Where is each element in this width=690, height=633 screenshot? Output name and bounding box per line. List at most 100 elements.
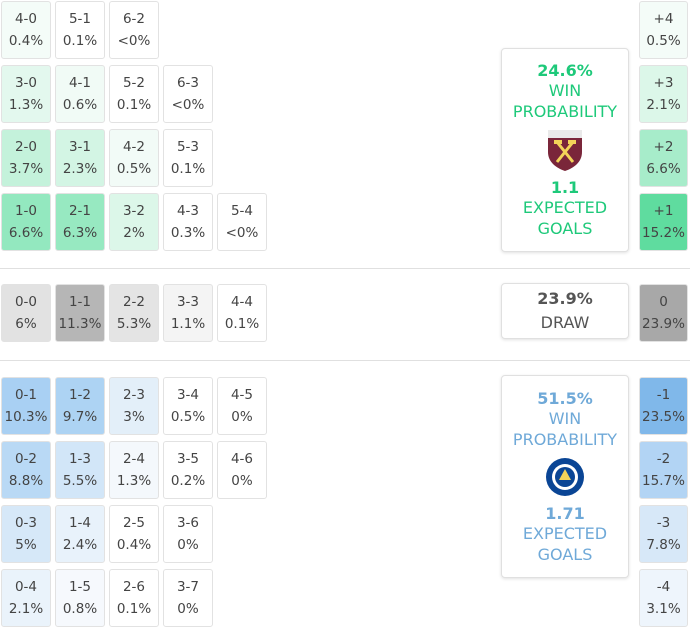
score: 0-0 — [14, 294, 38, 310]
probability: 5.5% — [62, 473, 98, 489]
probability: 2.3% — [62, 161, 98, 177]
score-cell: 2-4 1.3% — [109, 441, 159, 499]
score: 1-3 — [68, 451, 92, 467]
home-xg: 1.1 — [550, 178, 580, 197]
score: 3-7 — [176, 579, 200, 595]
probability: 6.6% — [8, 225, 44, 241]
score-cell: 5-1 0.1% — [55, 1, 105, 59]
probability: 23.9% — [642, 316, 685, 332]
probability: 0.1% — [116, 601, 152, 617]
probability: 0% — [231, 473, 253, 489]
score-cell: 6-2 <0% — [109, 1, 159, 59]
probability: 0.4% — [8, 33, 44, 49]
probability: 0.4% — [116, 537, 152, 553]
goal-diff-cell: -2 15.7% — [639, 441, 688, 499]
score: -2 — [656, 451, 671, 467]
home-crest — [548, 130, 582, 171]
goal-diff-cell: +2 6.6% — [639, 129, 688, 187]
away-panel: 51.5% WIN PROBABILITY 1.71 EXPECTED GOAL… — [501, 375, 629, 578]
score: 2-3 — [122, 387, 146, 403]
score: 1-5 — [68, 579, 92, 595]
draw-prob: 23.9% — [537, 289, 593, 308]
score-cell: 5-3 0.1% — [163, 129, 213, 187]
score: 5-3 — [176, 139, 200, 155]
score: 3-3 — [176, 294, 200, 310]
score: 0-4 — [14, 579, 38, 595]
probability: 9.7% — [62, 409, 98, 425]
score: 4-3 — [176, 203, 200, 219]
score: 4-1 — [68, 75, 92, 91]
home-win-label: WIN PROBABILITY — [512, 81, 618, 121]
probability: 0.8% — [62, 601, 98, 617]
goal-diff-cell: -3 7.8% — [639, 505, 688, 563]
goal-diff-cell: +4 0.5% — [639, 1, 688, 59]
score: 3-5 — [176, 451, 200, 467]
probability: 7.8% — [646, 537, 681, 553]
probability: 0.1% — [62, 33, 98, 49]
score: +3 — [653, 75, 674, 91]
probability: 1.3% — [8, 97, 44, 113]
score-cell: 2-1 6.3% — [55, 193, 105, 251]
score: +4 — [653, 11, 674, 27]
score-cell: 1-0 6.6% — [1, 193, 51, 251]
score-cell: 2-6 0.1% — [109, 569, 159, 627]
goal-diff-cell: 0 23.9% — [639, 284, 688, 342]
score: 0-3 — [14, 515, 38, 531]
probability: 6.3% — [62, 225, 98, 241]
probability: <0% — [117, 33, 151, 49]
score: +2 — [653, 139, 674, 155]
away-win: 51.5% — [537, 388, 593, 408]
probability: 0.6% — [62, 97, 98, 113]
score: 4-6 — [230, 451, 254, 467]
score: 0-1 — [14, 387, 38, 403]
draw-panel: 23.9% DRAW — [501, 283, 629, 339]
goal-diff-cell: +3 2.1% — [639, 65, 688, 123]
score-cell: 1-1 11.3% — [55, 284, 105, 342]
score: -1 — [656, 387, 671, 403]
goal-diff-cell: -1 23.5% — [639, 377, 688, 435]
score-cell: 1-2 9.7% — [55, 377, 105, 435]
score: 3-2 — [122, 203, 146, 219]
score: 5-1 — [68, 11, 92, 27]
score-cell: 3-1 2.3% — [55, 129, 105, 187]
away-crest — [546, 457, 584, 496]
score: 3-4 — [176, 387, 200, 403]
score-cell: 4-5 0% — [217, 377, 267, 435]
score-cell: 3-0 1.3% — [1, 65, 51, 123]
score: 0-2 — [14, 451, 38, 467]
score-cell: 3-4 0.5% — [163, 377, 213, 435]
probability: 0.1% — [116, 97, 152, 113]
score-cell: 4-1 0.6% — [55, 65, 105, 123]
score-cell: 1-5 0.8% — [55, 569, 105, 627]
probability: 5% — [15, 537, 37, 553]
score-cell: 3-3 1.1% — [163, 284, 213, 342]
score: 2-5 — [122, 515, 146, 531]
score-cell: 2-3 3% — [109, 377, 159, 435]
score-cell: 4-0 0.4% — [1, 1, 51, 59]
score: 3-0 — [14, 75, 38, 91]
divider — [0, 360, 690, 361]
probability: 6.6% — [646, 161, 681, 177]
goal-diff-cell: -4 3.1% — [639, 569, 688, 627]
probability: 2% — [123, 225, 145, 241]
probability: 0.5% — [116, 161, 152, 177]
probability: 6% — [15, 316, 37, 332]
score-cell: 1-3 5.5% — [55, 441, 105, 499]
score-cell: 0-4 2.1% — [1, 569, 51, 627]
score-cell: 0-2 8.8% — [1, 441, 51, 499]
home-win: 24.6% — [537, 61, 593, 80]
score: 1-1 — [68, 294, 92, 310]
score-cell: 0-0 6% — [1, 284, 51, 342]
score: 1-0 — [14, 203, 38, 219]
score: 6-3 — [176, 75, 200, 91]
score-cell: 2-0 3.7% — [1, 129, 51, 187]
score: 0 — [659, 294, 668, 310]
score-cell: 3-6 0% — [163, 505, 213, 563]
score: 3-1 — [68, 139, 92, 155]
score-cell: 4-2 0.5% — [109, 129, 159, 187]
score: 2-0 — [14, 139, 38, 155]
probability: <0% — [225, 225, 259, 241]
away-xg: 1.71 — [545, 503, 585, 523]
probability: 0% — [177, 601, 199, 617]
score-cell: 6-3 <0% — [163, 65, 213, 123]
